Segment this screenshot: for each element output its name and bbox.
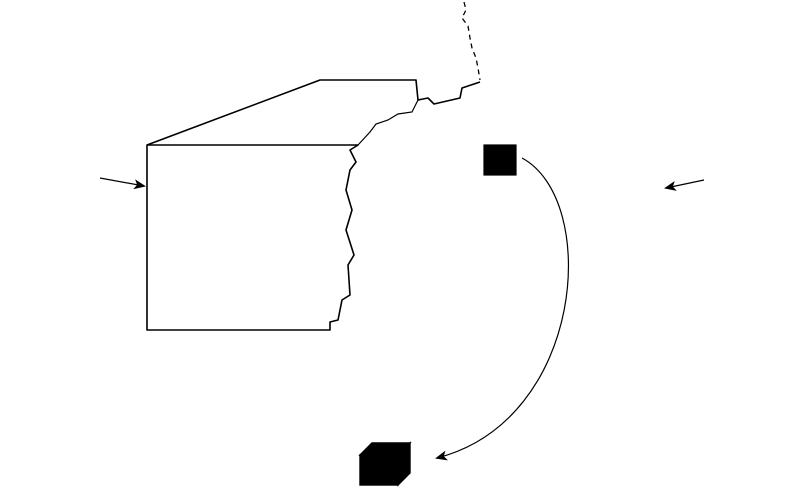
jagged-cut-top-edge — [357, 99, 419, 146]
continuous-block-front-face — [146, 144, 359, 331]
continuous-material-arrow — [99, 177, 146, 190]
elementary-cell-cube — [358, 441, 412, 487]
cell-extraction-arrow — [435, 157, 569, 461]
highlighted-grid-cell — [483, 144, 517, 176]
discrete-material-arrow — [664, 179, 705, 191]
continuous-block-top-face — [146, 79, 481, 146]
space-divider-line — [461, 1, 481, 81]
